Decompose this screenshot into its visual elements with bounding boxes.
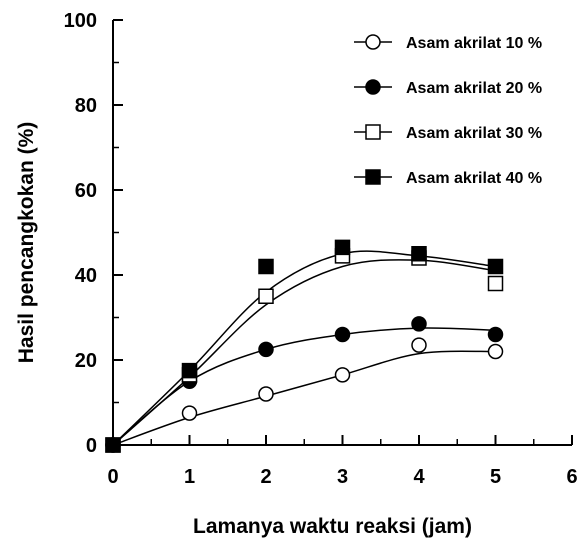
series-1-point	[487, 343, 504, 360]
series-2-point	[411, 316, 427, 332]
y-tick-label: 80	[75, 95, 97, 117]
legend-label: Asam akrilat 10 %	[406, 35, 542, 52]
y-tick-label: 100	[64, 10, 97, 32]
series-1-point	[181, 405, 198, 421]
series-4-point	[487, 258, 504, 275]
legend-label: Asam akrilat 30 %	[406, 125, 542, 142]
y-tick-label: 60	[75, 180, 97, 202]
series-3-point	[258, 288, 274, 304]
y-tick-label: 40	[75, 265, 97, 287]
series-curve-4	[112, 250, 496, 446]
series-4-point	[181, 362, 198, 379]
legend-marker	[365, 79, 381, 95]
series-curve-1	[112, 350, 496, 446]
x-tick-label: 3	[337, 466, 348, 488]
series-2-point	[487, 326, 504, 343]
x-tick-label: 1	[184, 466, 195, 488]
y-tick-label: 0	[86, 435, 97, 457]
series-1-point	[411, 337, 427, 353]
data-markers	[105, 239, 504, 453]
trend-curves	[112, 250, 496, 446]
x-tick-label: 5	[490, 466, 501, 488]
x-tick-label: 2	[260, 466, 271, 488]
series-curve-2	[112, 327, 496, 446]
axis-tick-labels: 0 20 40 60 80 100 0 1 2 3 4 5 6	[64, 10, 578, 488]
series-3-point	[487, 275, 504, 292]
series-4-point	[411, 246, 427, 262]
y-tick-label: 20	[75, 350, 97, 372]
series-1-point	[258, 386, 274, 402]
series-4-point	[105, 437, 121, 453]
x-tick-label: 4	[413, 466, 425, 488]
legend-marker	[365, 34, 381, 50]
series-4-point	[334, 239, 351, 256]
legend-label: Asam akrilat 40 %	[406, 170, 542, 187]
legend-label: Asam akrilat 20 %	[406, 80, 542, 97]
y-axis-title: Hasil pencangkokan (%)	[15, 122, 38, 364]
series-2-point	[258, 341, 274, 358]
x-tick-label: 6	[566, 466, 577, 488]
series-1-point	[334, 367, 351, 383]
legend: Asam akrilat 10 % Asam akrilat 20 % Asam a…	[354, 34, 542, 187]
x-tick-label: 0	[107, 466, 118, 488]
legend-marker	[365, 124, 381, 140]
series-4-point	[258, 258, 274, 275]
x-axis-title: Lamanya waktu reaksi (jam)	[193, 515, 472, 538]
legend-marker	[365, 169, 381, 185]
series-2-point	[334, 326, 351, 343]
